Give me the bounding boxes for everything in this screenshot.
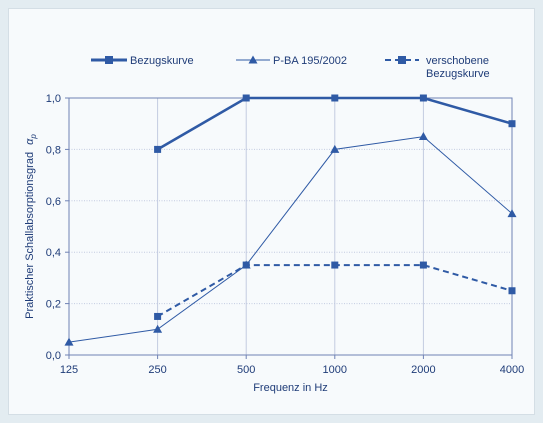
data-point-square xyxy=(242,94,250,102)
x-tick-label: 500 xyxy=(237,364,255,376)
grid xyxy=(65,97,513,359)
legend-label-pba: P-BA 195/2002 xyxy=(273,55,347,67)
x-tick-label: 250 xyxy=(148,364,166,376)
legend-item-pba: P-BA 195/2002 xyxy=(236,55,347,67)
y-tick-label: 0,0 xyxy=(46,350,61,362)
data-point-square xyxy=(508,287,516,295)
data-point-square xyxy=(419,261,427,269)
data-point-square xyxy=(419,94,427,102)
data-point-triangle xyxy=(153,324,163,333)
tick-labels: 0,0 0,2 0,4 0,6 0,8 1,0 125 250 500 1000 2000 4000 xyxy=(46,93,525,376)
legend-item-bezugskurve: Bezugskurve xyxy=(91,55,194,67)
data-point-triangle xyxy=(330,144,340,153)
x-tick-label: 1000 xyxy=(323,364,347,376)
data-point-square xyxy=(242,261,250,269)
y-axis-title: Praktischer Schallabsorptionsgrad αp xyxy=(24,134,38,319)
data-point-square xyxy=(154,145,162,153)
x-tick-label: 2000 xyxy=(411,364,435,376)
x-tick-label: 125 xyxy=(60,364,78,376)
y-tick-label: 1,0 xyxy=(46,93,61,105)
legend-marker-square xyxy=(105,56,113,64)
legend-label-verschobene-line2: Bezugskurve xyxy=(426,68,490,80)
data-point-triangle xyxy=(418,132,428,141)
legend-label-bezugskurve: Bezugskurve xyxy=(130,55,194,67)
data-point-triangle xyxy=(64,337,74,346)
y-tick-label: 0,4 xyxy=(46,247,61,259)
y-axis-title-text: Praktischer Schallabsorptionsgrad xyxy=(24,152,36,319)
legend-marker-triangle xyxy=(248,55,258,64)
y-tick-label: 0,2 xyxy=(46,299,61,311)
x-axis-title: Frequenz in Hz xyxy=(253,382,328,394)
x-tick-label: 4000 xyxy=(500,364,524,376)
legend-label-verschobene-line1: verschobene xyxy=(426,55,489,67)
y-tick-label: 0,6 xyxy=(46,196,61,208)
plot-area xyxy=(68,97,513,356)
data-point-square xyxy=(331,261,339,269)
y-tick-label: 0,8 xyxy=(46,144,61,156)
legend: Bezugskurve P-BA 195/2002 verschobene Be… xyxy=(91,55,490,80)
series-layer xyxy=(64,94,517,346)
legend-item-verschobene: verschobene Bezugskurve xyxy=(385,55,490,80)
data-point-triangle xyxy=(507,209,517,218)
legend-marker-square xyxy=(398,56,406,64)
data-point-square xyxy=(331,94,339,102)
series-line-2 xyxy=(68,136,513,343)
data-point-square xyxy=(508,120,516,128)
y-axis-symbol: α xyxy=(24,138,36,145)
y-axis-subscript: p xyxy=(29,134,38,140)
chart-panel xyxy=(8,8,535,415)
data-point-square xyxy=(154,312,162,320)
